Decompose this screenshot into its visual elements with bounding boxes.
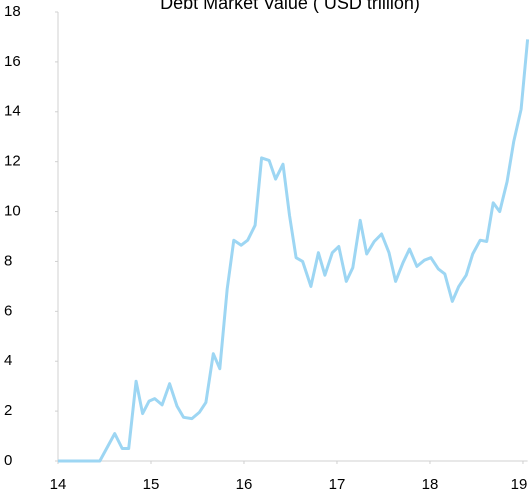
- y-tick-label: 18: [4, 3, 21, 20]
- y-tick-label: 6: [4, 302, 12, 319]
- x-tick-label: 17: [329, 476, 346, 493]
- y-tick-label: 2: [4, 402, 12, 419]
- x-tick-label: 15: [143, 476, 160, 493]
- y-tick-label: 16: [4, 53, 21, 70]
- x-tick-label: 16: [236, 476, 253, 493]
- y-tick-label: 12: [4, 153, 21, 170]
- y-tick-label: 4: [4, 352, 12, 369]
- x-tick-label: 18: [422, 476, 439, 493]
- x-tick-label: 19: [511, 476, 528, 493]
- data-line: [58, 39, 529, 463]
- x-tick-label: 14: [50, 476, 67, 493]
- y-tick-label: 14: [4, 103, 21, 120]
- chart-title: Debt Market Value ( USD trillion): [160, 0, 420, 13]
- y-tick-label: 10: [4, 203, 21, 220]
- y-tick-label: 8: [4, 252, 12, 269]
- y-tick-label: 0: [4, 452, 12, 469]
